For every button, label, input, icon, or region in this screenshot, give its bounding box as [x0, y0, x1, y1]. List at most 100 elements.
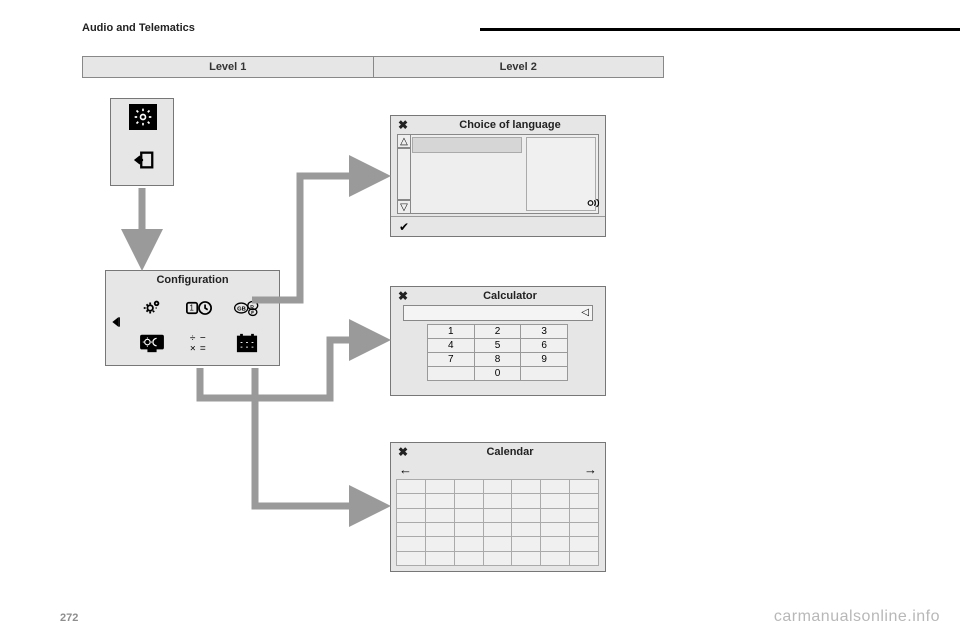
section-title: Audio and Telematics — [82, 22, 195, 34]
level1-header: Level 1 — [83, 57, 374, 77]
language-body: △ ▽ — [397, 134, 599, 214]
calendar-grid — [397, 479, 599, 565]
calc-key-9[interactable]: 9 — [520, 352, 568, 367]
gear-icon[interactable] — [129, 104, 157, 130]
language-list — [412, 137, 522, 211]
calendar-cell[interactable] — [396, 493, 426, 508]
calendar-cell[interactable] — [425, 536, 455, 551]
calendar-cell[interactable] — [540, 536, 570, 551]
calendar-cell[interactable] — [454, 493, 484, 508]
watermark: carmanualsonline.info — [774, 608, 940, 626]
calendar-panel: ✖ Calendar ← → — [390, 442, 606, 572]
backspace-icon[interactable]: ◁ — [581, 307, 589, 318]
calc-key-1[interactable]: 1 — [427, 324, 475, 339]
calendar-cell[interactable] — [483, 536, 513, 551]
language-preview — [526, 137, 596, 211]
calendar-cell[interactable] — [540, 508, 570, 523]
calendar-cell[interactable] — [511, 479, 541, 494]
level2-header: Level 2 — [374, 57, 664, 77]
page-number: 272 — [60, 612, 78, 624]
prev-month-icon[interactable]: ← — [399, 462, 412, 477]
calendar-cell[interactable] — [454, 536, 484, 551]
svg-text:×: × — [190, 343, 196, 354]
calendar-cell[interactable] — [483, 493, 513, 508]
calendar-cell[interactable] — [511, 551, 541, 566]
calc-key-3[interactable]: 3 — [520, 324, 568, 339]
scroll-down-icon[interactable]: ▽ — [397, 200, 411, 214]
calendar-cell[interactable] — [569, 536, 599, 551]
calendar-cell[interactable] — [569, 508, 599, 523]
config-clock-icon[interactable]: 1 — [185, 295, 213, 321]
calendar-cell[interactable] — [569, 479, 599, 494]
language-panel: ✖ Choice of language △ ▽ ✔ — [390, 115, 606, 237]
svg-text:=: = — [200, 343, 206, 354]
back-icon[interactable] — [110, 315, 124, 332]
close-icon[interactable]: ✖ — [391, 289, 415, 303]
calendar-cell[interactable] — [511, 508, 541, 523]
settings-entry-panel — [110, 98, 174, 186]
calendar-cell[interactable] — [396, 551, 426, 566]
calc-key-0[interactable]: 0 — [474, 366, 522, 381]
calc-key-7[interactable]: 7 — [427, 352, 475, 367]
configuration-panel: Configuration 1 GBDF ÷−×= — [105, 270, 280, 366]
calendar-cell[interactable] — [425, 522, 455, 537]
calc-key-5[interactable]: 5 — [474, 338, 522, 353]
calendar-cell[interactable] — [454, 479, 484, 494]
calc-key-6[interactable]: 6 — [520, 338, 568, 353]
calendar-cell[interactable] — [454, 522, 484, 537]
calendar-cell[interactable] — [396, 536, 426, 551]
close-icon[interactable]: ✖ — [391, 118, 415, 132]
list-item[interactable] — [412, 137, 522, 153]
config-calendar-icon[interactable] — [233, 330, 261, 356]
next-month-icon[interactable]: → — [584, 462, 597, 477]
calendar-cell[interactable] — [425, 479, 455, 494]
calendar-cell[interactable] — [569, 493, 599, 508]
language-footer: ✔ — [391, 216, 605, 236]
config-language-icon[interactable]: GBDF — [233, 295, 261, 321]
calculator-display: ◁ — [403, 305, 593, 321]
calendar-cell[interactable] — [511, 522, 541, 537]
calendar-cell[interactable] — [483, 479, 513, 494]
calendar-cell[interactable] — [483, 508, 513, 523]
svg-text:F: F — [251, 310, 254, 316]
calendar-cell[interactable] — [425, 551, 455, 566]
scroll-track[interactable] — [397, 148, 411, 200]
calculator-keypad: 123 456 7890 — [428, 324, 568, 380]
calendar-cell[interactable] — [454, 508, 484, 523]
calendar-panel-title: Calendar — [415, 446, 605, 458]
calendar-cell[interactable] — [540, 522, 570, 537]
calendar-cell[interactable] — [511, 493, 541, 508]
scroll-up-icon[interactable]: △ — [397, 134, 411, 148]
calendar-cell[interactable] — [396, 508, 426, 523]
config-gear-icon[interactable] — [138, 295, 166, 321]
configuration-grid: 1 GBDF ÷−×= — [128, 291, 271, 360]
enter-icon[interactable] — [131, 147, 157, 173]
header-rule — [480, 28, 960, 31]
calendar-cell[interactable] — [511, 536, 541, 551]
language-panel-title: Choice of language — [415, 119, 605, 131]
calendar-cell[interactable] — [483, 522, 513, 537]
calendar-cell[interactable] — [569, 551, 599, 566]
config-calculator-icon[interactable]: ÷−×= — [185, 330, 213, 356]
calendar-cell[interactable] — [569, 522, 599, 537]
close-icon[interactable]: ✖ — [391, 445, 415, 459]
calendar-cell[interactable] — [483, 551, 513, 566]
svg-text:1: 1 — [190, 304, 194, 313]
calc-key-blank — [427, 366, 475, 381]
calendar-cell[interactable] — [425, 493, 455, 508]
config-display-icon[interactable] — [138, 330, 166, 356]
calendar-cell[interactable] — [540, 479, 570, 494]
calendar-cell[interactable] — [454, 551, 484, 566]
calendar-cell[interactable] — [540, 551, 570, 566]
calendar-cell[interactable] — [396, 479, 426, 494]
calc-key-2[interactable]: 2 — [474, 324, 522, 339]
calc-key-4[interactable]: 4 — [427, 338, 475, 353]
svg-text:GB: GB — [237, 307, 246, 313]
speak-icon[interactable] — [587, 197, 601, 212]
configuration-title: Configuration — [106, 271, 279, 288]
confirm-icon[interactable]: ✔ — [391, 220, 417, 234]
calc-key-8[interactable]: 8 — [474, 352, 522, 367]
calendar-cell[interactable] — [425, 508, 455, 523]
calendar-cell[interactable] — [396, 522, 426, 537]
calendar-cell[interactable] — [540, 493, 570, 508]
